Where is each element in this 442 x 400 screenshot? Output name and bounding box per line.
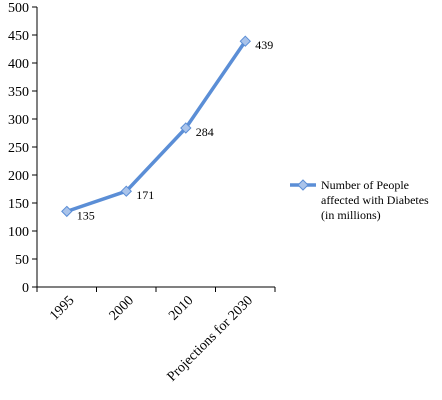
y-tick-label: 450: [8, 29, 29, 44]
legend-marker-swatch: [298, 180, 308, 190]
data-point: [62, 206, 72, 216]
y-tick-label: 50: [15, 253, 29, 268]
data-label: 439: [255, 38, 273, 52]
data-label: 135: [77, 208, 95, 222]
y-tick-label: 250: [8, 141, 29, 156]
y-tick-label: 100: [8, 225, 29, 240]
data-label: 284: [196, 125, 214, 139]
y-tick-label: 0: [22, 281, 29, 296]
y-tick-label: 400: [8, 57, 29, 72]
x-tick-label: 2010: [166, 293, 196, 323]
legend-label-line: affected with Diabetes: [321, 193, 429, 207]
legend-label-line: Number of People: [321, 178, 409, 192]
y-axis: 0 50 100 150 200 250 300 350 400 450 500: [8, 1, 37, 296]
data-label: 171: [136, 188, 154, 202]
y-tick-label: 350: [8, 85, 29, 100]
x-tick-label: 1995: [47, 293, 77, 323]
y-tick-label: 150: [8, 197, 29, 212]
series-line: [67, 41, 246, 211]
y-tick-label: 500: [8, 1, 29, 16]
y-tick-label: 200: [8, 169, 29, 184]
legend-label-line: (in millions): [321, 208, 381, 222]
x-tick-label: 2000: [107, 293, 137, 323]
series-layer: 135 171 284 439: [62, 36, 273, 222]
y-tick-label: 300: [8, 113, 29, 128]
